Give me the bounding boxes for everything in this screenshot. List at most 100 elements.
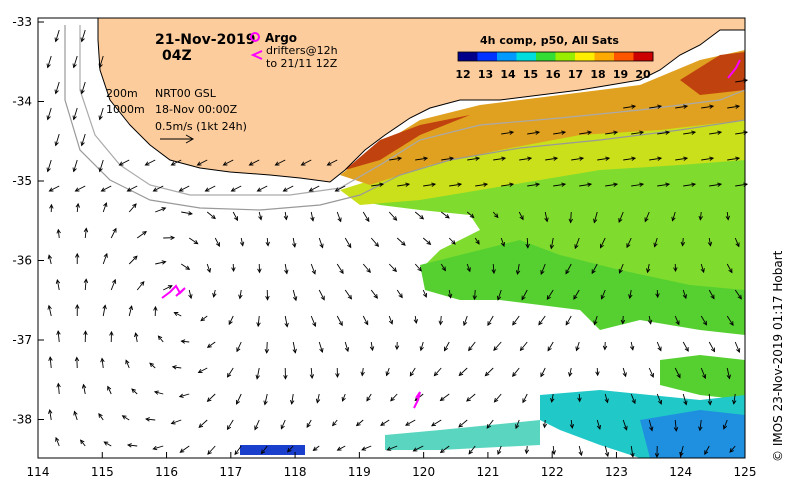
current-arrow-head (310, 216, 315, 222)
current-arrow-shaft (188, 237, 198, 245)
current-arrow-head (173, 312, 179, 317)
current-arrow-head (153, 390, 159, 395)
current-arrow-shaft (517, 263, 520, 275)
current-arrow-head (47, 254, 53, 260)
current-arrow-head (665, 182, 671, 187)
current-arrow-head (167, 285, 173, 290)
current-arrow-shaft (521, 289, 528, 300)
current-arrow-shaft (422, 289, 427, 298)
current-arrow-shaft (236, 393, 242, 405)
current-arrow-shaft (448, 289, 452, 298)
x-tick-label: 119 (348, 465, 371, 479)
current-arrow-shaft (388, 211, 397, 221)
current-arrow-shaft (648, 367, 654, 378)
current-arrow-shaft (519, 157, 532, 161)
current-arrow-head (83, 227, 89, 233)
current-arrow-head (573, 294, 578, 300)
colorbar-segment (633, 52, 654, 61)
current-arrow-shaft (487, 315, 494, 326)
sst-yellowgreen-region (340, 115, 745, 205)
current-arrow-shaft (370, 237, 379, 247)
current-arrow-shaft (107, 386, 112, 395)
current-arrow-head (171, 365, 177, 370)
current-arrow-head (735, 104, 741, 109)
current-arrow-shaft (601, 289, 606, 299)
current-arrow-shaft (682, 393, 687, 405)
y-tick-label: -38 (12, 413, 32, 427)
current-arrow-head (365, 217, 370, 223)
current-arrow-shaft (223, 159, 234, 166)
current-arrow-head (280, 424, 285, 430)
current-arrow-head (468, 449, 473, 455)
current-arrow-shaft (727, 105, 740, 109)
current-arrow-shaft (466, 211, 475, 218)
current-arrow-head (254, 425, 259, 431)
current-arrow-head (698, 426, 703, 432)
current-arrow-shaft (81, 81, 86, 94)
current-arrow-shaft (654, 237, 658, 247)
current-arrow-shaft (337, 445, 346, 451)
current-arrow-shaft (468, 341, 476, 351)
current-arrow-head (469, 213, 475, 219)
current-arrow-shaft (55, 133, 60, 146)
plot-frame (37, 17, 746, 459)
current-arrow-shaft (552, 445, 555, 455)
isobath-1000m (64, 25, 746, 211)
current-arrow-shaft (49, 185, 60, 192)
current-arrow-head (196, 161, 202, 166)
current-arrow-head (691, 130, 697, 135)
current-arrow-shaft (280, 419, 286, 429)
current-arrow-head (493, 397, 499, 403)
current-arrow-shaft (56, 279, 60, 291)
current-arrow-head (100, 187, 106, 192)
current-arrow-head (397, 156, 403, 161)
current-arrow-shaft (390, 393, 398, 402)
current-arrow-shaft (522, 393, 528, 403)
current-arrow-shaft (102, 202, 107, 213)
current-arrow-shaft (153, 445, 164, 450)
current-arrow-head (81, 383, 87, 389)
current-arrow-head (180, 339, 186, 344)
current-arrow-shaft (674, 367, 681, 378)
current-arrow-shaft (597, 157, 610, 161)
current-arrow-shaft (99, 55, 104, 68)
current-arrow-head (441, 266, 446, 272)
current-arrow-shaft (287, 445, 294, 453)
current-arrow-head (728, 268, 733, 274)
current-arrow-shaft (336, 263, 344, 274)
current-arrow-head (439, 448, 445, 454)
current-arrow-shaft (444, 341, 450, 351)
current-arrow-shaft (440, 263, 446, 271)
current-arrow-shaft (571, 157, 584, 161)
current-arrow-head (735, 242, 740, 248)
x-tick-label: 125 (734, 465, 757, 479)
current-arrow-head (239, 241, 245, 247)
colorbar-tick-label: 18 (590, 68, 605, 81)
current-arrow-shaft (492, 263, 495, 274)
x-tick-label: 117 (219, 465, 242, 479)
current-arrow-head (312, 322, 317, 328)
current-arrow-shaft (518, 211, 524, 220)
current-arrow-head (579, 156, 585, 161)
current-arrow-head (204, 187, 210, 192)
current-arrow-head (341, 396, 346, 402)
current-arrow-shaft (414, 315, 417, 324)
current-arrow-shaft (342, 393, 346, 402)
colorbar-segment (458, 52, 478, 61)
current-arrow-head (654, 453, 660, 458)
current-arrow-head (392, 267, 398, 273)
current-arrow-shaft (73, 55, 78, 68)
current-arrow-shaft (622, 315, 624, 324)
isobath-200m (79, 25, 746, 196)
current-arrow-shaft (81, 133, 86, 146)
current-arrow-shaft (570, 419, 573, 429)
current-arrow-head (704, 450, 709, 456)
current-arrow-shaft (573, 289, 580, 300)
sst-green-middle-patch (420, 240, 745, 335)
current-arrow-shaft (675, 157, 688, 161)
current-arrow-shaft (622, 367, 627, 377)
current-arrow-head (55, 279, 61, 284)
current-arrow-head (409, 371, 414, 377)
current-arrow-head (132, 203, 137, 209)
current-arrow-shaft (174, 312, 182, 317)
